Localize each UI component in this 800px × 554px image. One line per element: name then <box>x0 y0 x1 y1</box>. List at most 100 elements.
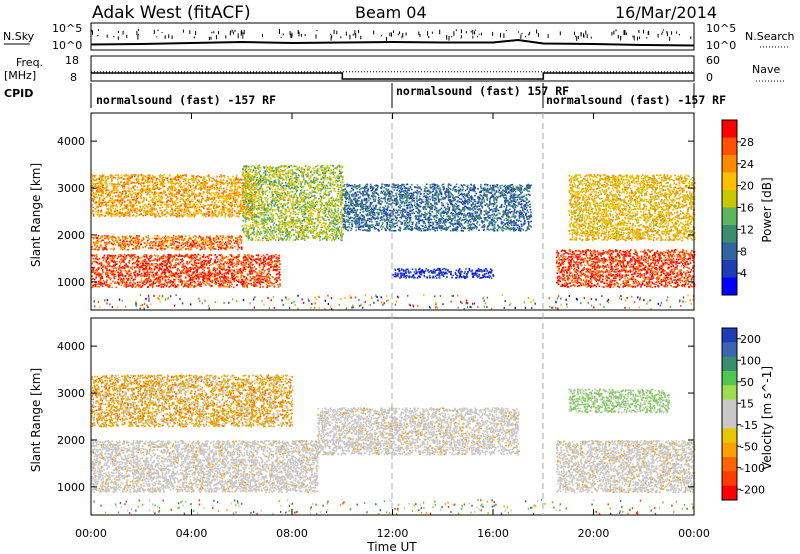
heatmap-cell <box>152 275 154 277</box>
heatmap-cell <box>153 259 155 262</box>
heatmap-cell <box>148 242 151 245</box>
heatmap-cell <box>206 282 208 284</box>
heatmap-cell <box>228 247 231 249</box>
heatmap-cell <box>206 192 209 194</box>
heatmap-cell <box>231 278 234 280</box>
heatmap-cell <box>223 176 226 179</box>
heatmap-cell <box>129 257 131 260</box>
heatmap-cell <box>189 257 191 259</box>
heatmap-cell <box>192 245 195 248</box>
heatmap-cell <box>152 207 154 209</box>
heatmap-cell <box>160 181 163 184</box>
heatmap-cell <box>128 189 130 192</box>
heatmap-cell <box>196 271 198 273</box>
heatmap-cell <box>245 261 247 264</box>
heatmap-cell <box>112 187 115 190</box>
heatmap-cell <box>177 237 179 240</box>
heatmap-cell <box>171 200 173 202</box>
heatmap-cell <box>135 195 138 198</box>
heatmap-cell <box>243 284 246 287</box>
heatmap-cell <box>207 204 209 206</box>
heatmap-cell <box>238 255 240 257</box>
heatmap-cell <box>237 260 240 262</box>
heatmap-cell <box>210 244 213 246</box>
heatmap-cell <box>142 260 144 263</box>
heatmap-cell <box>210 264 212 266</box>
heatmap-cell <box>213 204 215 207</box>
heatmap-cell <box>215 207 218 209</box>
heatmap-cell <box>128 184 130 186</box>
heatmap-cell <box>127 212 130 214</box>
heatmap-cell <box>256 258 259 260</box>
heatmap-cell <box>93 254 95 257</box>
heatmap-cell <box>183 285 186 287</box>
heatmap-cell <box>263 265 266 267</box>
nsky-label: N.Sky <box>3 30 35 43</box>
heatmap-cell <box>171 281 173 283</box>
heatmap-cell <box>212 177 214 180</box>
heatmap-cell <box>100 240 102 243</box>
heatmap-cell <box>197 212 200 214</box>
heatmap-cell <box>146 261 149 263</box>
heatmap-cell <box>240 202 243 204</box>
heatmap-cell <box>212 263 214 265</box>
heatmap-cell <box>200 243 202 245</box>
heatmap-cell <box>175 196 177 198</box>
heatmap-cell <box>178 215 180 217</box>
heatmap-cell <box>170 194 173 196</box>
heatmap-cell <box>119 258 122 260</box>
heatmap-cell <box>208 215 210 217</box>
heatmap-cell <box>146 209 149 212</box>
heatmap-cell <box>204 185 207 187</box>
heatmap-cell <box>250 268 253 270</box>
heatmap-cell <box>223 175 225 177</box>
heatmap-cell <box>100 195 103 197</box>
heatmap-cell <box>139 241 141 243</box>
heatmap-cell <box>153 269 156 271</box>
heatmap-cell <box>113 267 116 269</box>
heatmap-cell <box>255 268 257 270</box>
heatmap-cell <box>239 203 242 205</box>
heatmap-cell <box>253 195 255 198</box>
heatmap-cell <box>142 262 144 264</box>
heatmap-cell <box>103 201 106 204</box>
heatmap-cell <box>174 279 176 281</box>
heatmap-cell <box>107 242 110 244</box>
heatmap-cell <box>262 266 265 268</box>
heatmap-cell <box>214 275 216 278</box>
heatmap-cell <box>227 271 229 273</box>
heatmap-cell <box>98 214 101 216</box>
heatmap-cell <box>169 195 171 198</box>
heatmap-cell <box>97 263 100 265</box>
heatmap-cell <box>124 238 127 240</box>
nsky-spike <box>418 31 420 36</box>
heatmap-cell <box>99 279 102 281</box>
heatmap-cell <box>92 178 94 180</box>
heatmap-cell <box>111 183 113 186</box>
heatmap-cell <box>106 279 108 281</box>
heatmap-cell <box>125 265 127 268</box>
heatmap-cell <box>100 284 102 286</box>
heatmap-cell <box>164 235 167 237</box>
heatmap-cell <box>129 254 131 256</box>
heatmap-cell <box>100 191 103 194</box>
heatmap-cell <box>247 188 249 190</box>
heatmap-cell <box>166 200 169 202</box>
heatmap-cell <box>170 272 172 274</box>
heatmap-cell <box>107 276 110 279</box>
heatmap-cell <box>207 260 210 262</box>
heatmap-cell <box>159 200 162 202</box>
heatmap-cell <box>270 266 272 269</box>
heatmap-cell <box>180 205 182 207</box>
heatmap-cell <box>238 260 241 262</box>
heatmap-cell <box>182 198 184 201</box>
heatmap-cell <box>130 174 133 176</box>
heatmap-cell <box>100 209 102 212</box>
heatmap-cell <box>219 286 221 288</box>
heatmap-cell <box>256 278 259 281</box>
nsky-spike <box>386 37 387 42</box>
heatmap-cell <box>174 187 176 190</box>
heatmap-cell <box>144 273 146 275</box>
heatmap-cell <box>275 253 277 256</box>
heatmap-cell <box>193 263 196 266</box>
